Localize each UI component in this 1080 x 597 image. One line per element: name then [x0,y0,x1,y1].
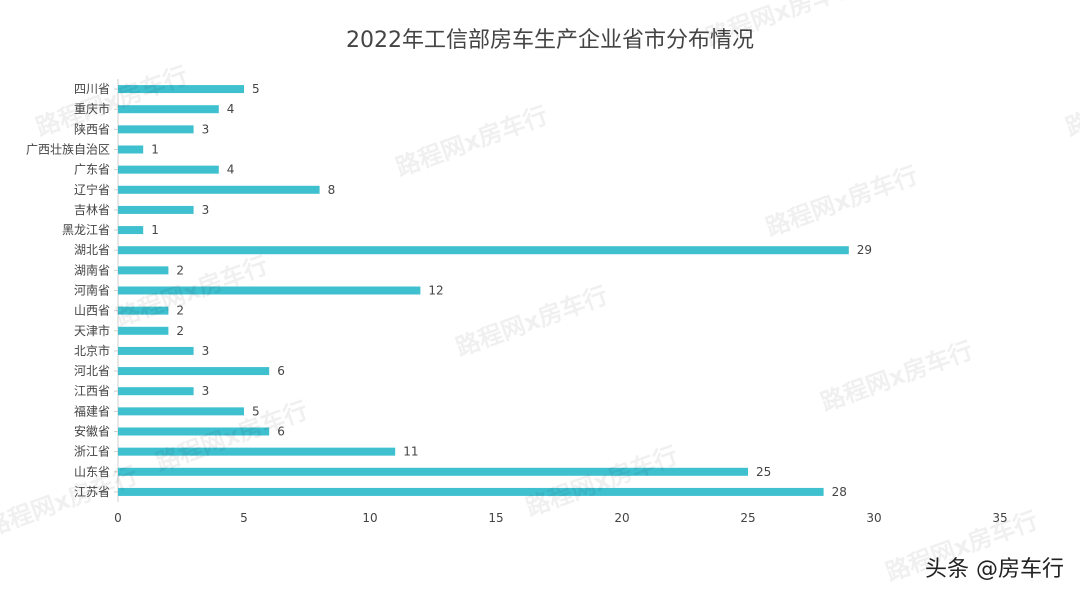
data-label-8: 29 [857,243,872,257]
data-label-17: 6 [277,425,285,439]
y-tick-label-7: 黑龙江省 [62,223,110,237]
y-tick-label-15: 江西省 [74,384,110,398]
y-tick-label-8: 湖北省 [74,242,110,257]
data-label-3: 1 [151,143,159,157]
y-tick-label-10: 河南省 [74,283,110,298]
data-label-14: 6 [277,364,285,378]
x-tick-label-6: 30 [866,511,881,525]
bar-3 [118,145,144,154]
data-label-15: 3 [202,384,210,398]
data-label-18: 11 [403,445,418,459]
y-tick-label-4: 广东省 [74,163,110,177]
chart-title: 2022年工信部房车生产企业省市分布情况 [346,28,754,53]
bar-16 [118,407,244,416]
bar-12 [118,326,169,335]
bar-10 [118,286,421,295]
x-tick-label-4: 20 [614,511,629,525]
bar-15 [118,387,194,396]
data-label-20: 28 [832,485,847,499]
y-tick-label-11: 山西省 [74,304,110,318]
data-label-0: 5 [252,82,260,96]
x-tick-label-0: 0 [114,511,122,525]
bar-2 [118,125,194,134]
y-tick-label-3: 广西壮族自治区 [26,143,110,157]
bar-18 [118,447,396,456]
x-tick-label-5: 25 [740,511,755,525]
y-tick-label-9: 湖南省 [74,262,110,277]
y-tick-label-2: 陕西省 [74,121,110,136]
data-label-19: 25 [756,465,771,479]
bar-6 [118,205,194,214]
y-tick-label-20: 江苏省 [74,485,110,499]
y-tick-label-5: 辽宁省 [74,182,110,197]
x-tick-label-2: 10 [362,511,377,525]
y-tick-label-6: 吉林省 [74,203,110,217]
x-tick-label-7: 35 [992,511,1007,525]
y-tick-label-18: 浙江省 [74,445,110,459]
data-label-2: 3 [202,122,210,136]
data-label-10: 12 [428,284,443,298]
data-label-11: 2 [176,304,184,318]
y-tick-label-0: 四川省 [74,82,110,96]
bar-20 [118,487,824,496]
data-label-6: 3 [202,203,210,217]
data-label-7: 1 [151,223,159,237]
x-tick-label-1: 5 [240,511,248,525]
y-tick-label-16: 福建省 [74,403,110,418]
y-tick-label-17: 安徽省 [74,424,110,439]
y-tick-label-19: 山东省 [74,465,110,479]
data-label-1: 4 [227,102,235,116]
bar-1 [118,105,219,114]
bar-4 [118,165,219,174]
bar-11 [118,306,169,315]
bar-7 [118,226,144,235]
data-label-9: 2 [176,263,184,277]
x-tick-label-3: 15 [488,511,503,525]
data-label-5: 8 [328,183,336,197]
bar-19 [118,467,748,476]
bar-9 [118,266,169,275]
y-tick-label-14: 河北省 [74,364,110,378]
bar-5 [118,185,320,194]
footer-credit: 头条 @房车行 [925,557,1064,582]
bar-8 [118,246,849,255]
data-label-4: 4 [227,163,235,177]
bar-17 [118,427,270,436]
y-tick-label-12: 天津市 [74,323,110,338]
bar-0 [118,85,244,94]
y-tick-label-1: 重庆市 [74,101,110,116]
data-label-16: 5 [252,404,260,418]
data-label-12: 2 [176,324,184,338]
data-label-13: 3 [202,344,210,358]
y-tick-label-13: 北京市 [74,343,110,358]
bar-14 [118,367,270,376]
bar-13 [118,346,194,355]
